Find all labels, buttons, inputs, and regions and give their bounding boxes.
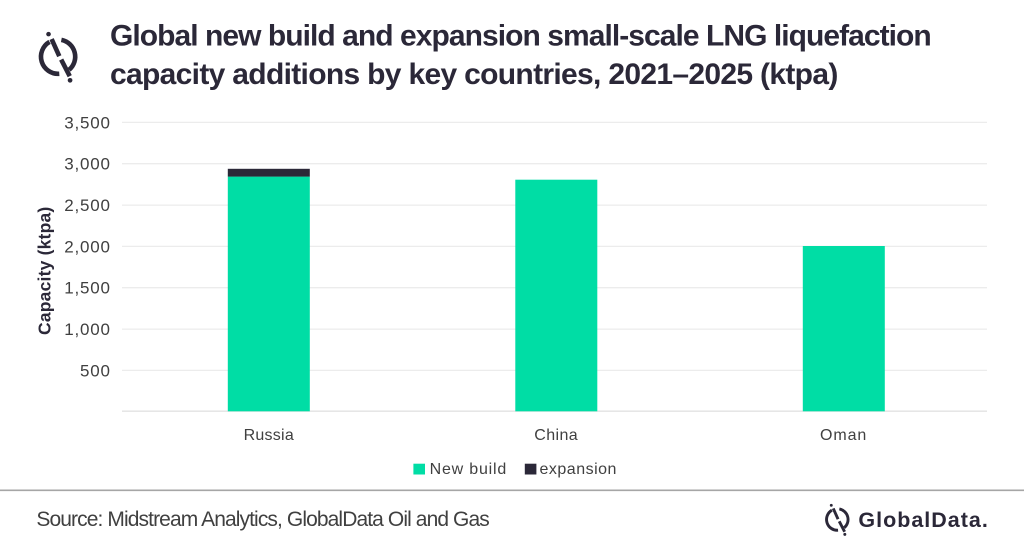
svg-text:Global new build and expansion: Global new build and expansion small-sca…: [110, 20, 931, 53]
svg-text:1,500: 1,500: [64, 279, 111, 298]
svg-text:2,500: 2,500: [64, 196, 111, 215]
svg-text:capacity additions by key coun: capacity additions by key countries, 202…: [110, 58, 838, 91]
svg-text:Source: Midstream Analytics, G: Source: Midstream Analytics, GlobalData …: [36, 508, 489, 531]
svg-text:3,000: 3,000: [64, 155, 111, 174]
svg-text:China: China: [534, 427, 578, 444]
svg-text:2,000: 2,000: [64, 237, 111, 256]
svg-text:GlobalData.: GlobalData.: [858, 508, 988, 532]
svg-text:expansion: expansion: [540, 461, 617, 478]
svg-text:1,000: 1,000: [64, 320, 111, 339]
svg-text:500: 500: [80, 361, 111, 380]
svg-text:Russia: Russia: [244, 427, 294, 444]
svg-text:Capacity (ktpa): Capacity (ktpa): [34, 207, 54, 335]
svg-text:New build: New build: [430, 461, 507, 478]
svg-text:3,500: 3,500: [64, 113, 111, 132]
svg-text:Oman: Oman: [820, 427, 867, 444]
